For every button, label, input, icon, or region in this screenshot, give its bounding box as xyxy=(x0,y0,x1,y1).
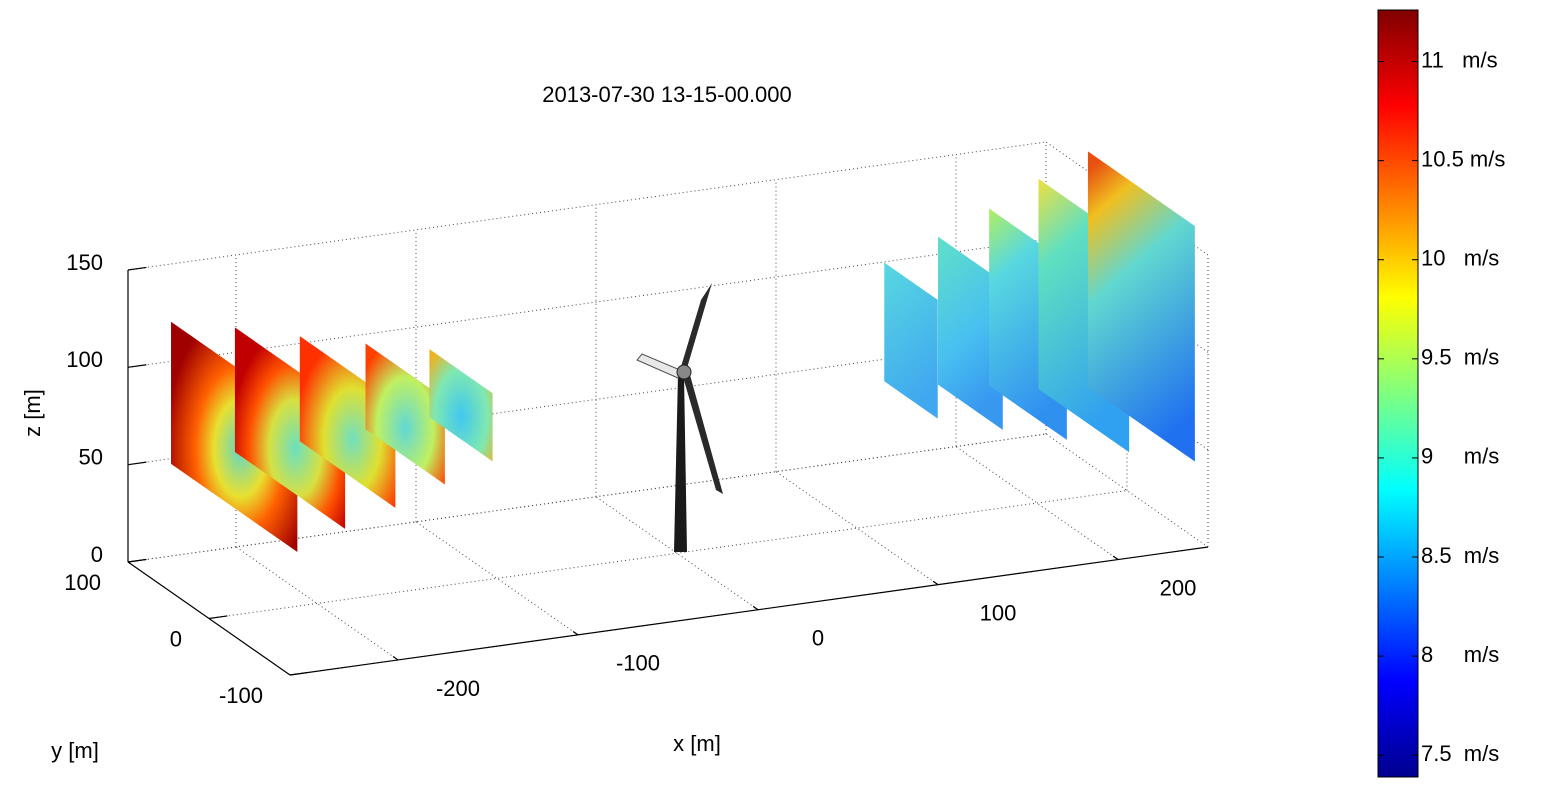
y-tick-label: 100 xyxy=(64,570,101,595)
y-tick-label: -100 xyxy=(219,683,263,708)
z-tick-label: 100 xyxy=(66,347,103,372)
colorbar-gradient xyxy=(1378,10,1418,777)
grid-line xyxy=(236,547,398,660)
x-tick-label: -200 xyxy=(436,676,480,701)
y-tick xyxy=(290,672,308,675)
colorbar-tick-label: 8 m/s xyxy=(1421,642,1499,667)
chart: -200 -100 0 100 200 -100 0 100 0 50 100 150 2013-07… xyxy=(0,0,1554,787)
grid-line xyxy=(209,491,1127,619)
y-axis-label: y [m] xyxy=(51,738,99,763)
colorbar-tick-label: 10.5 m/s xyxy=(1421,146,1505,171)
z-tick xyxy=(128,559,146,562)
z-tick xyxy=(128,462,146,465)
z-tick-label: 50 xyxy=(79,444,103,469)
z-tick-label: 0 xyxy=(91,542,103,567)
wind-turbine xyxy=(637,283,723,552)
page: -200 -100 0 100 200 -100 0 100 0 50 100 150 2013-07… xyxy=(0,0,1554,787)
wind-slice xyxy=(884,263,937,419)
colorbar-tick-label: 11 m/s xyxy=(1421,47,1498,72)
chart-title: 2013-07-30 13-15-00.000 xyxy=(542,82,792,107)
x-axis-label: x [m] xyxy=(673,731,721,756)
x-tick xyxy=(393,657,398,660)
y-tick xyxy=(209,616,227,619)
x-tick-label: 200 xyxy=(1160,575,1197,600)
colorbar-tick-label: 10 m/s xyxy=(1421,246,1499,271)
grid-line xyxy=(416,522,578,635)
z-axis-label: z [m] xyxy=(20,389,45,437)
x-tick xyxy=(933,581,938,584)
colorbar-tick-label: 7.5 m/s xyxy=(1421,741,1499,766)
x-tick xyxy=(573,631,578,634)
x-tick-label: 0 xyxy=(812,626,824,651)
colorbar: 11 m/s 10.5 m/s 10 m/s 9.5 m/s 9 m/s 8.5 m/s 8… xyxy=(1378,10,1505,777)
x-tick-label: 100 xyxy=(980,600,1017,625)
colorbar-tick-label: 9 m/s xyxy=(1421,444,1499,469)
x-tick xyxy=(753,606,758,609)
grid-line xyxy=(776,472,938,585)
z-tick-label: 150 xyxy=(66,250,103,275)
z-tick xyxy=(128,365,146,368)
colorbar-tick-label: 8.5 m/s xyxy=(1421,543,1499,568)
x-tick xyxy=(1113,556,1118,559)
y-tick-label: 0 xyxy=(170,626,182,651)
grid-line xyxy=(128,142,1046,270)
x-tick-label: -100 xyxy=(616,651,660,676)
colorbar-tick-label: 9.5 m/s xyxy=(1421,345,1499,370)
x-axis-line xyxy=(290,547,1208,675)
z-tick xyxy=(128,267,146,270)
